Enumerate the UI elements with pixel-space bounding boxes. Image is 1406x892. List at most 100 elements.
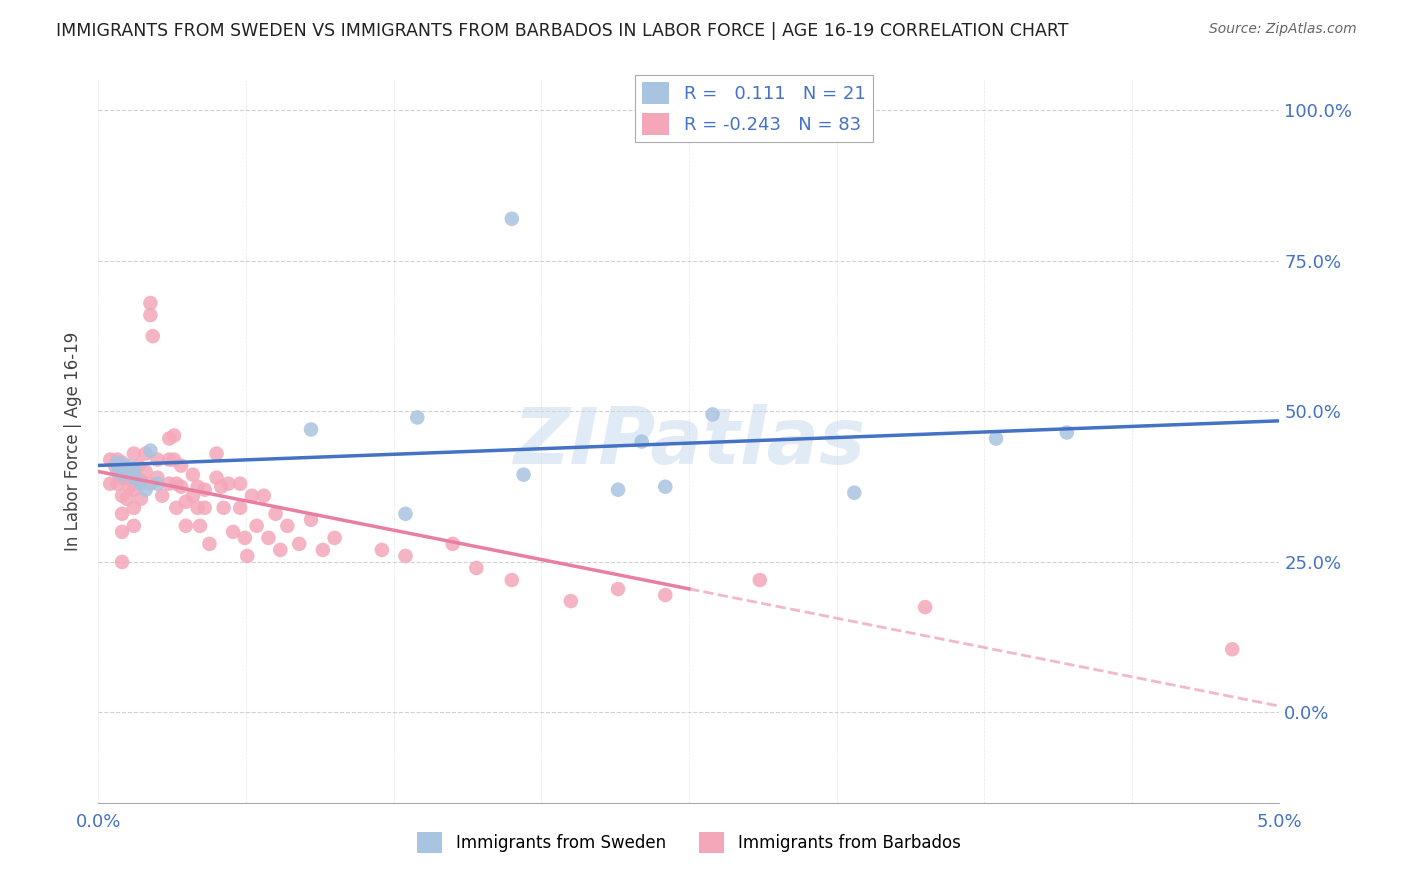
Point	[157, 452, 180, 467]
Point	[240, 489, 263, 503]
Point	[139, 443, 162, 458]
Point	[984, 432, 1007, 446]
Point	[111, 524, 134, 539]
Point	[122, 483, 145, 497]
Point	[118, 480, 141, 494]
Point	[139, 308, 162, 322]
Point	[163, 428, 186, 442]
Point	[654, 480, 676, 494]
Point	[323, 531, 346, 545]
Point	[229, 476, 252, 491]
Point	[205, 470, 228, 484]
Point	[111, 555, 134, 569]
Point	[146, 470, 169, 484]
Point	[174, 518, 197, 533]
Point	[139, 476, 162, 491]
Point	[233, 531, 256, 545]
Point	[115, 470, 138, 484]
Point	[181, 467, 204, 482]
Point	[371, 542, 394, 557]
Point	[122, 518, 145, 533]
Point	[165, 476, 187, 491]
Point	[139, 296, 162, 310]
Point	[122, 446, 145, 460]
Point	[122, 465, 145, 479]
Point	[607, 483, 630, 497]
Point	[269, 542, 291, 557]
Point	[253, 489, 276, 503]
Point	[111, 467, 134, 482]
Point	[748, 573, 770, 587]
Point	[187, 500, 209, 515]
Point	[914, 600, 936, 615]
Point	[264, 507, 287, 521]
Point	[157, 476, 180, 491]
Point	[163, 452, 186, 467]
Point	[288, 537, 311, 551]
Point	[174, 494, 197, 508]
Point	[607, 582, 630, 596]
Point	[205, 446, 228, 460]
Point	[1220, 642, 1243, 657]
Point	[98, 452, 121, 467]
Point	[146, 476, 169, 491]
Point	[105, 456, 128, 470]
Point	[229, 500, 252, 515]
Point	[181, 489, 204, 503]
Y-axis label: In Labor Force | Age 16-19: In Labor Force | Age 16-19	[65, 332, 83, 551]
Point	[108, 465, 131, 479]
Point	[512, 467, 534, 482]
Point	[441, 537, 464, 551]
Point	[128, 458, 150, 473]
Point	[170, 458, 193, 473]
Point	[115, 458, 138, 473]
Text: Source: ZipAtlas.com: Source: ZipAtlas.com	[1209, 22, 1357, 37]
Point	[246, 518, 269, 533]
Point	[104, 458, 127, 473]
Point	[135, 465, 157, 479]
Point	[194, 500, 217, 515]
Point	[129, 491, 152, 506]
Point	[129, 474, 152, 488]
Legend: Immigrants from Sweden, Immigrants from Barbados: Immigrants from Sweden, Immigrants from …	[411, 826, 967, 860]
Point	[209, 480, 232, 494]
Point	[299, 513, 322, 527]
Point	[702, 408, 724, 422]
Point	[122, 470, 145, 484]
Point	[157, 432, 180, 446]
Point	[135, 483, 157, 497]
Point	[142, 329, 165, 343]
Point	[105, 465, 128, 479]
Point	[236, 549, 259, 563]
Point	[122, 500, 145, 515]
Point	[135, 446, 157, 460]
Point	[312, 542, 335, 557]
Point	[844, 485, 866, 500]
Point	[105, 476, 128, 491]
Point	[465, 561, 488, 575]
Point	[654, 588, 676, 602]
Point	[122, 461, 145, 475]
Point	[501, 211, 523, 226]
Point	[212, 500, 235, 515]
Point	[111, 470, 134, 484]
Point	[222, 524, 245, 539]
Point	[105, 452, 128, 467]
Point	[257, 531, 280, 545]
Point	[165, 500, 187, 515]
Point	[194, 483, 217, 497]
Point	[129, 476, 152, 491]
Point	[170, 480, 193, 494]
Point	[217, 476, 239, 491]
Point	[501, 573, 523, 587]
Point	[146, 452, 169, 467]
Point	[98, 476, 121, 491]
Point	[187, 480, 209, 494]
Point	[560, 594, 582, 608]
Point	[188, 518, 211, 533]
Point	[115, 491, 138, 506]
Point	[111, 489, 134, 503]
Point	[630, 434, 652, 449]
Point	[276, 518, 298, 533]
Point	[299, 423, 322, 437]
